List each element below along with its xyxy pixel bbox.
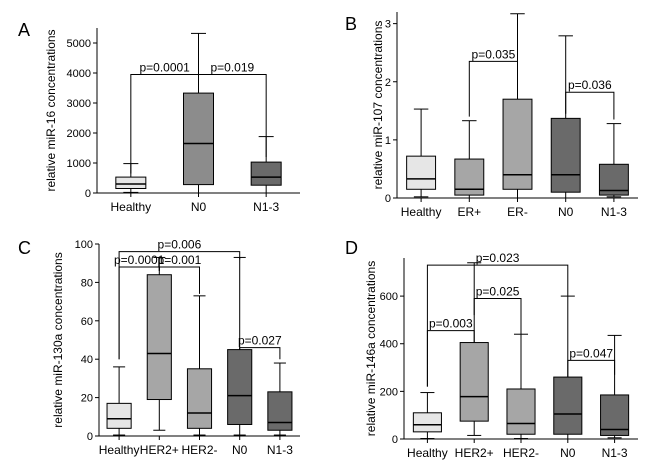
y-tick-label: 1000 (67, 158, 91, 170)
significance-bracket (565, 91, 615, 120)
box (267, 391, 293, 431)
box (183, 92, 214, 186)
x-tick-label: N1-3 (602, 446, 628, 460)
y-tick-label: 600 (380, 291, 398, 303)
box (146, 274, 172, 401)
y-tick-label: 20 (81, 393, 93, 405)
y-tick-label: 0 (392, 434, 398, 446)
x-tick-label: HER2+ (140, 443, 179, 457)
box (600, 394, 630, 436)
y-tick-label: 0 (87, 431, 93, 443)
p-value-label: p=0.025 (476, 284, 520, 298)
x-tick-label: Healthy (110, 200, 151, 214)
p-value-label: p=0.036 (568, 78, 612, 92)
y-tick-label: 0 (85, 188, 91, 200)
y-tick-label: 60 (81, 316, 93, 328)
significance-bracket (158, 266, 200, 294)
p-value-label: p=0.023 (476, 251, 520, 265)
significance-bracket (426, 330, 475, 387)
p-value-label: p=0.0001 (139, 61, 190, 75)
y-tick-label: 100 (75, 239, 93, 251)
y-tick-label: 2 (385, 77, 391, 89)
x-tick-label: N1-3 (253, 200, 279, 214)
box (553, 376, 583, 435)
p-value-label: p=0.047 (569, 346, 613, 360)
p-value-label: p=0.019 (210, 61, 254, 75)
p-value-label: p=0.006 (158, 238, 202, 252)
y-tick-label: 80 (81, 277, 93, 289)
y-tick-label: 0 (385, 193, 391, 205)
box (115, 176, 147, 190)
y-axis-label: relative miR-16 concentrations (44, 29, 58, 191)
y-axis-label: relative miR-146a concentrations (364, 261, 378, 436)
x-tick-label: N1-3 (267, 443, 293, 457)
x-tick-label: Healthy (401, 205, 442, 219)
x-tick-label: ER- (507, 205, 528, 219)
x-tick-label: Healthy (407, 446, 448, 460)
significance-bracket (118, 251, 241, 360)
panel-label: B (345, 14, 357, 34)
y-tick-label: 3 (385, 19, 391, 31)
box (250, 161, 282, 186)
x-tick-label: HER2- (503, 446, 539, 460)
p-value-label: p=0.027 (238, 334, 282, 348)
box (502, 98, 533, 190)
p-value-label: p=0.003 (429, 317, 473, 331)
x-tick-label: N0 (191, 200, 207, 214)
y-tick-label: 5000 (67, 38, 91, 50)
y-tick-label: 2000 (67, 128, 91, 140)
x-tick-label: N0 (232, 443, 248, 457)
x-tick-label: N0 (560, 446, 576, 460)
significance-bracket (198, 74, 267, 157)
box (412, 412, 442, 433)
box (459, 342, 489, 422)
y-axis-label: relative miR-107 concentrations (371, 21, 385, 190)
x-tick-label: ER+ (457, 205, 481, 219)
y-tick-label: 3000 (67, 98, 91, 110)
x-tick-label: HER2+ (455, 446, 494, 460)
y-tick-label: 400 (380, 339, 398, 351)
box (550, 117, 581, 193)
box (506, 388, 536, 435)
y-tick-label: 200 (380, 386, 398, 398)
x-tick-label: Healthy (99, 443, 140, 457)
p-value-label: p=0.035 (472, 47, 516, 61)
box (406, 155, 437, 190)
p-value-label: p=0.001 (158, 253, 202, 267)
box (106, 402, 132, 429)
x-tick-label: N0 (558, 205, 574, 219)
y-axis-label: relative miR-130a concentrations (51, 252, 65, 427)
y-tick-label: 4000 (67, 68, 91, 80)
x-tick-label: HER2- (181, 443, 217, 457)
significance-bracket (426, 264, 569, 387)
x-tick-label: N1-3 (601, 205, 627, 219)
p-value-label: p=0.0001 (114, 253, 165, 267)
box (227, 349, 253, 425)
significance-bracket (473, 297, 522, 335)
y-tick-label: 1 (385, 135, 391, 147)
panel-label: C (18, 238, 31, 258)
panel-label: A (18, 20, 30, 40)
significance-bracket (567, 359, 616, 378)
significance-bracket (239, 347, 281, 360)
y-tick-label: 40 (81, 354, 93, 366)
significance-bracket (468, 60, 518, 117)
box (186, 368, 213, 429)
panel-label: D (345, 238, 358, 258)
